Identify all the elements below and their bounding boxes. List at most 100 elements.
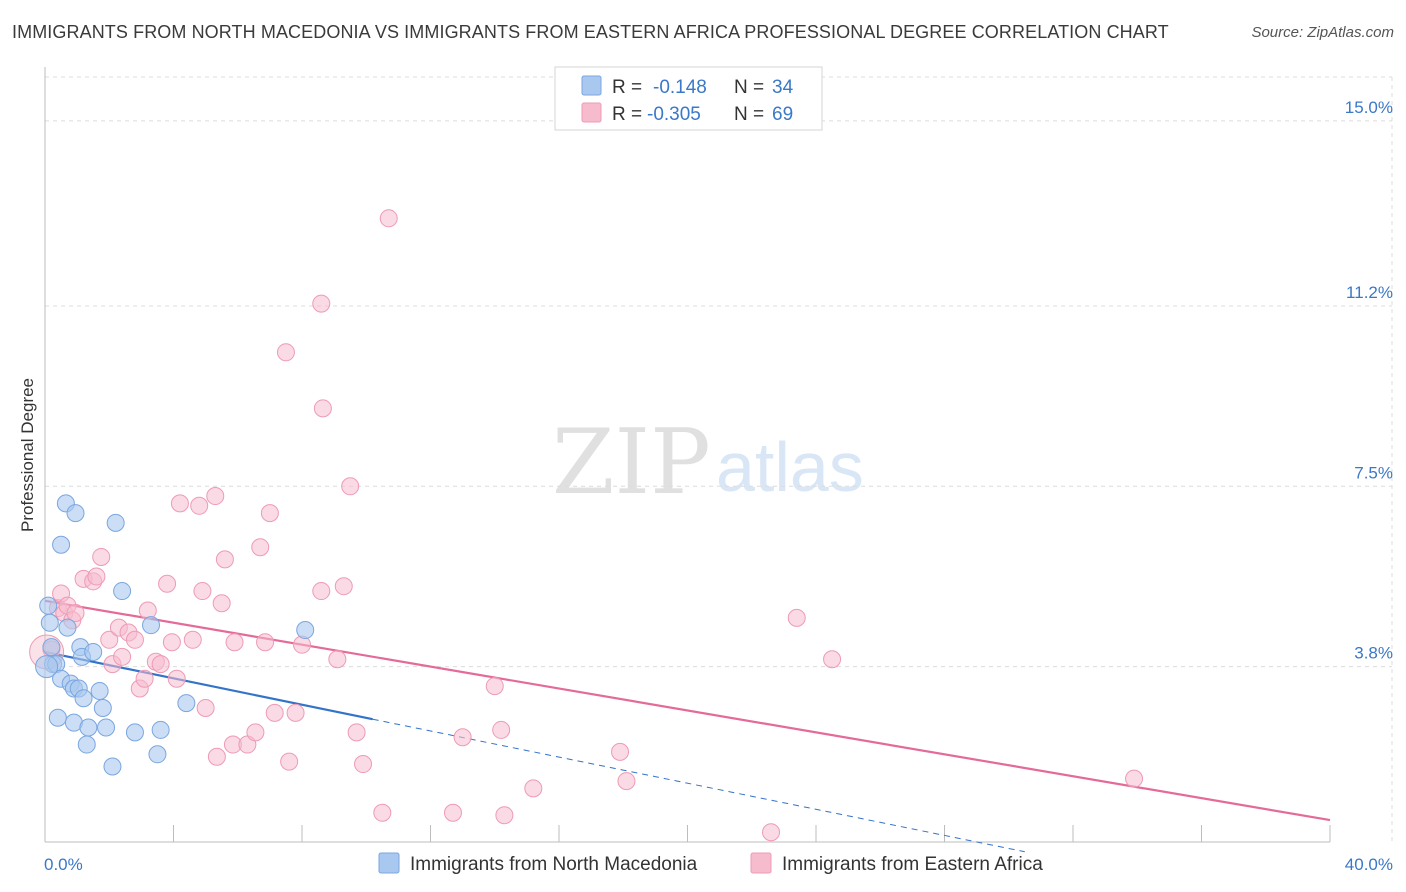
point-eastern-africa-22 [158, 574, 177, 593]
trend-line-eastern-africa [44, 599, 1331, 822]
point-eastern-africa-60 [495, 806, 514, 825]
point-eastern-africa-30 [206, 487, 225, 506]
point-eastern-africa-63 [617, 772, 636, 791]
series-north-macedonia-points [35, 494, 315, 776]
point-eastern-africa-61 [524, 779, 543, 798]
point-eastern-africa-28 [193, 582, 212, 601]
point-eastern-africa-23 [162, 633, 181, 652]
point-eastern-africa-62 [611, 742, 630, 761]
y-tick-label-3: 15.0% [1345, 98, 1393, 117]
point-eastern-africa-16 [125, 630, 144, 649]
point-eastern-africa-10 [92, 547, 111, 566]
point-eastern-africa-47 [313, 399, 332, 418]
point-eastern-africa-46 [312, 294, 331, 313]
point-north-macedonia-21 [90, 681, 109, 700]
point-eastern-africa-11 [100, 630, 119, 649]
point-eastern-africa-25 [170, 494, 189, 513]
point-eastern-africa-56 [443, 803, 462, 822]
point-eastern-africa-39 [256, 633, 275, 652]
legend-swatch-eastern-africa [750, 852, 772, 874]
point-eastern-africa-29 [196, 699, 215, 718]
point-eastern-africa-37 [246, 723, 265, 742]
legend-n-label-1: N = [734, 77, 764, 98]
point-eastern-africa-53 [354, 755, 373, 774]
legend-swatch-blue [581, 75, 602, 96]
y-tick-label-1: 7.5% [1354, 463, 1393, 482]
legend-label-north-macedonia: Immigrants from North Macedonia [410, 854, 698, 875]
y-tick-label-0: 3.8% [1354, 644, 1393, 663]
legend-r-label-2: R = [612, 104, 642, 125]
point-eastern-africa-21 [151, 655, 170, 674]
point-north-macedonia-26 [113, 582, 132, 601]
chart-title: IMMIGRANTS FROM NORTH MACEDONIA VS IMMIG… [12, 22, 1169, 42]
legend-n-value-1: 34 [772, 77, 794, 98]
point-north-macedonia-33 [35, 655, 59, 679]
series-legend: Immigrants from North Macedonia Immigran… [378, 852, 1043, 875]
legend-r-value-2: -0.305 [647, 104, 701, 125]
tick-labels: 3.8% 7.5% 11.2% 15.0% 0.0% 40.0% [44, 98, 1393, 874]
point-eastern-africa-45 [293, 635, 311, 654]
point-north-macedonia-20 [84, 642, 103, 661]
point-north-macedonia-1 [40, 613, 59, 632]
point-eastern-africa-65 [787, 608, 806, 627]
axes [44, 67, 1331, 843]
point-eastern-africa-38 [251, 538, 270, 557]
legend-r-label-1: R = [612, 77, 642, 98]
correlation-legend: R = -0.148 N = 34 R = -0.305 N = 69 [554, 66, 823, 131]
point-eastern-africa-6 [66, 603, 85, 622]
point-north-macedonia-5 [48, 708, 67, 727]
trend-line-north-macedonia [44, 650, 373, 721]
point-north-macedonia-13 [66, 504, 85, 523]
point-eastern-africa-59 [492, 720, 511, 739]
point-north-macedonia-25 [103, 757, 122, 776]
point-north-macedonia-22 [93, 699, 112, 718]
source-label: Source: ZipAtlas.com [1251, 24, 1394, 41]
point-north-macedonia-17 [74, 689, 93, 708]
point-eastern-africa-32 [212, 594, 231, 613]
legend-label-eastern-africa: Immigrants from Eastern Africa [782, 854, 1043, 875]
point-eastern-africa-67 [1125, 769, 1144, 788]
x-tick-label-1: 40.0% [1345, 855, 1393, 874]
point-north-macedonia-30 [151, 720, 170, 739]
point-eastern-africa-58 [485, 677, 504, 696]
point-north-macedonia-32 [296, 621, 315, 640]
point-eastern-africa-49 [328, 650, 347, 669]
point-eastern-africa-52 [347, 723, 366, 742]
legend-r-value-1: -0.148 [653, 77, 707, 98]
point-eastern-africa-44 [286, 703, 305, 722]
legend-n-label-2: N = [734, 104, 764, 125]
watermark-atlas: atlas [716, 428, 864, 506]
point-eastern-africa-31 [207, 747, 226, 766]
point-eastern-africa-19 [138, 601, 157, 620]
trend-line-north-macedonia-extension [372, 718, 1025, 853]
series-eastern-africa-points [29, 209, 1144, 842]
point-eastern-africa-55 [379, 209, 398, 228]
point-eastern-africa-41 [265, 703, 284, 722]
point-eastern-africa-9 [87, 567, 106, 586]
y-tick-label-2: 11.2% [1346, 283, 1393, 302]
point-north-macedonia-9 [58, 618, 77, 637]
point-north-macedonia-0 [39, 596, 58, 615]
point-eastern-africa-35 [225, 633, 244, 652]
point-eastern-africa-50 [334, 577, 353, 596]
point-eastern-africa-43 [280, 752, 299, 771]
point-eastern-africa-54 [373, 803, 392, 822]
point-eastern-africa-33 [215, 550, 234, 569]
point-eastern-africa-40 [260, 504, 279, 523]
point-eastern-africa-64 [762, 823, 781, 842]
point-north-macedonia-6 [52, 535, 71, 554]
point-north-macedonia-28 [142, 616, 161, 635]
point-north-macedonia-23 [97, 718, 116, 737]
point-north-macedonia-19 [79, 718, 98, 737]
point-eastern-africa-57 [453, 728, 472, 747]
point-eastern-africa-24 [167, 669, 186, 688]
point-eastern-africa-51 [341, 477, 360, 496]
point-north-macedonia-24 [106, 513, 125, 532]
point-north-macedonia-2 [42, 638, 61, 657]
point-north-macedonia-18 [77, 735, 96, 754]
point-north-macedonia-29 [148, 745, 167, 764]
point-eastern-africa-27 [190, 496, 209, 515]
point-north-macedonia-27 [125, 723, 144, 742]
point-eastern-africa-14 [113, 647, 132, 666]
